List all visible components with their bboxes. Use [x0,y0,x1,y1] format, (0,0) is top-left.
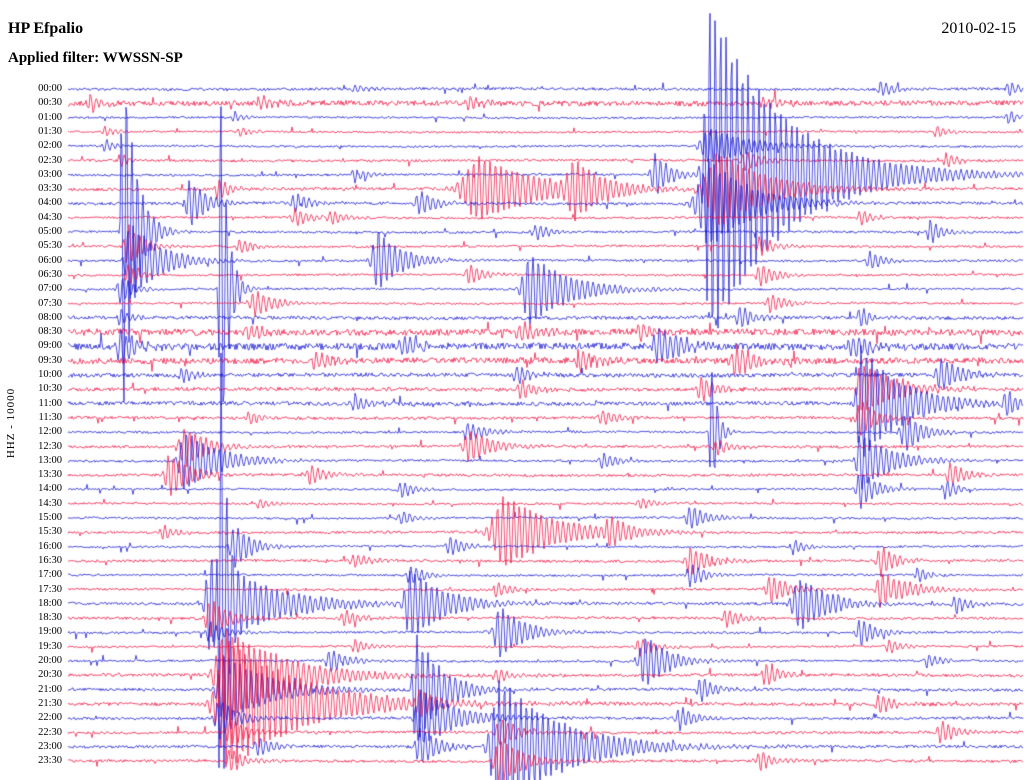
time-label: 16:00 [38,540,62,552]
time-label: 18:00 [38,597,62,609]
time-label: 22:30 [38,726,62,738]
time-label: 09:30 [38,354,62,366]
date-label: 2010-02-15 [941,20,1016,37]
time-label: 10:00 [38,369,62,380]
time-label: 07:30 [38,297,62,309]
time-label: 08:30 [38,326,62,338]
time-label: 14:00 [38,483,62,495]
time-label: 23:30 [38,755,62,767]
time-label: 12:00 [38,426,62,438]
time-label: 06:30 [38,268,62,280]
time-label: 02:30 [38,154,62,166]
station-name: HP Efpalio [8,20,84,37]
time-label: 11:30 [38,411,62,423]
time-label: 07:00 [38,283,62,295]
time-label: 20:00 [38,655,62,666]
time-label: 03:00 [38,168,62,180]
time-label: 21:30 [38,697,62,709]
time-label: 19:00 [38,626,62,638]
time-label: 01:00 [38,111,62,123]
time-label: 21:00 [38,683,62,695]
time-label: 15:30 [38,526,62,538]
time-label: 08:00 [38,311,62,323]
time-label: 05:30 [38,240,62,252]
time-label: 01:30 [38,125,62,137]
time-label: 22:00 [38,712,62,724]
time-label: 20:30 [38,669,62,681]
time-label: 18:30 [38,612,62,624]
time-label: 12:30 [38,440,62,452]
time-label: 13:30 [38,469,62,481]
time-label: 04:00 [38,197,62,209]
time-label: 02:00 [38,140,62,152]
time-label: 13:00 [38,454,62,466]
time-label: 00:00 [38,83,62,94]
time-label: 03:30 [38,183,62,195]
time-label: 05:00 [38,226,62,237]
time-label: 16:30 [38,554,62,566]
filter-label: Applied filter: WWSSN-SP [8,50,183,66]
time-label: 11:00 [38,397,62,409]
time-label: 06:00 [38,254,62,266]
time-label: 19:30 [38,640,62,652]
time-label: 10:30 [38,383,62,395]
time-label: 23:00 [38,740,62,752]
time-label: 09:00 [38,340,62,352]
time-label: 04:30 [38,211,62,223]
time-label: 17:30 [38,583,62,595]
time-label: 14:30 [38,497,62,509]
time-label: 00:30 [38,97,62,109]
time-label: 15:00 [38,512,62,523]
time-label: 17:00 [38,569,62,581]
